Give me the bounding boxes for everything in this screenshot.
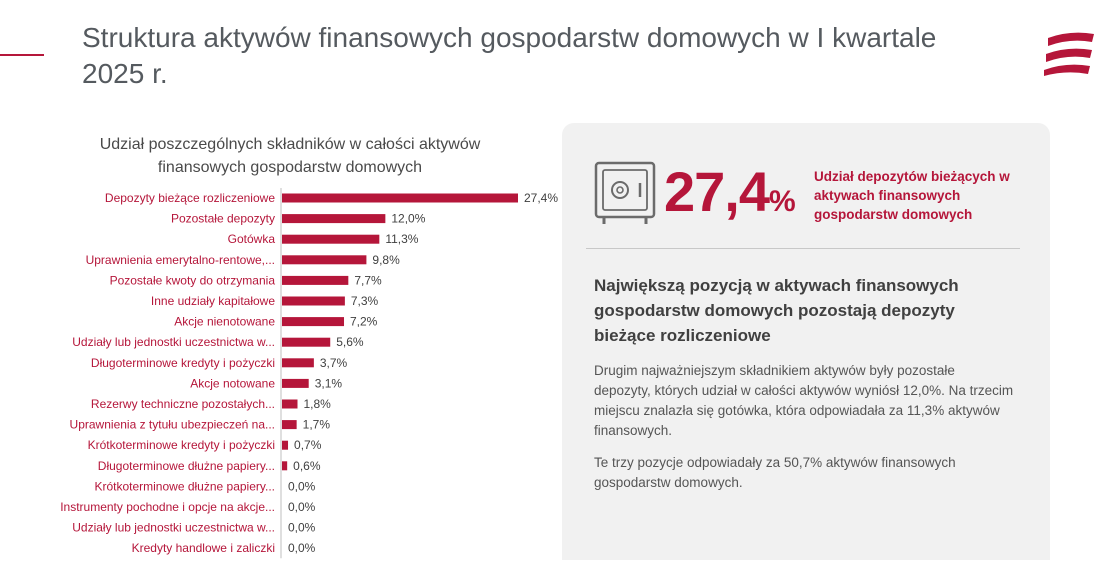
value-label: 0,6% [293,459,321,473]
value-label: 7,2% [350,315,378,329]
bar [282,337,331,347]
category-label: Uprawnienia z tytułu ubezpieczeń na... [70,418,275,432]
summary-paragraph-2: Te trzy pozycje odpowiadały za 50,7% akt… [594,455,956,490]
highlight-value: 27,4% [664,159,796,235]
value-label: 5,6% [336,335,364,349]
category-label: Pozostałe depozyty [171,212,275,226]
value-label: 1,7% [303,418,331,432]
bar [282,399,298,409]
value-label: 0,0% [288,521,316,535]
category-label: Kredyty handlowe i zaliczki [132,541,275,555]
bar [282,358,314,368]
value-label: 0,7% [294,438,322,452]
logo-icon [1044,32,1094,76]
category-label: Uprawnienia emerytalno-rentowe,... [86,253,275,267]
category-label: Krótkoterminowe dłużne papiery... [94,479,275,493]
bar [282,378,309,388]
summary-paragraph-1: Drugim najważniejszym składnikiem aktywó… [594,363,1014,438]
bar [282,317,345,327]
category-label: Udziały lub jednostki uczestnictwa w... [72,521,275,535]
category-label: Depozyty bieżące rozliczeniowe [105,191,275,205]
highlight-unit: % [769,185,796,218]
value-label: 0,0% [288,500,316,514]
bar [282,193,518,203]
panel-divider [586,248,1020,249]
bar-chart: Depozyty bieżące rozliczeniowe 27,4% Pozos… [60,188,558,559]
value-label: 27,4% [524,191,558,205]
category-label: Akcje nienotowane [174,315,275,329]
title-accent-line [0,54,44,56]
category-label: Akcje notowane [190,376,275,390]
bar [282,440,289,450]
chart-title: Udział poszczególnych składników w całoś… [99,136,481,176]
bar [282,420,297,430]
value-label: 7,7% [354,273,382,287]
value-label: 11,3% [385,232,418,246]
value-label: 0,0% [288,541,316,555]
value-label: 3,7% [320,356,348,370]
bar [282,234,380,244]
value-label: 12,0% [391,212,425,226]
value-label: 7,3% [351,294,379,308]
value-label: 0,0% [288,479,316,493]
bar [282,255,367,265]
bar [282,214,386,224]
bar [282,275,349,285]
category-label: Inne udziały kapitałowe [151,294,275,308]
summary-headline: Największą pozycją w aktywach finansowyc… [594,276,959,345]
value-label: 3,1% [315,376,343,390]
category-label: Długoterminowe kredyty i pożyczki [91,356,275,370]
value-label: 9,8% [372,253,400,267]
summary-panel: 27,4% Udział depozytów bieżących w aktyw… [562,123,1050,560]
value-label: 1,8% [304,397,332,411]
category-label: Instrumenty pochodne i opcje na akcje... [60,500,275,514]
bar [282,296,345,306]
category-label: Rezerwy techniczne pozostałych... [91,397,275,411]
category-label: Udziały lub jednostki uczestnictwa w... [72,335,275,349]
page-title: Struktura aktywów finansowych gospodarst… [82,22,937,89]
category-label: Gotówka [228,232,276,246]
bar [282,461,288,471]
highlight-number: 27,4 [664,160,770,223]
category-label: Pozostałe kwoty do otrzymania [110,273,276,287]
highlight-label: Udział depozytów bieżących w aktywach fi… [814,169,1010,222]
safe-icon [594,161,656,224]
category-label: Krótkoterminowe kredyty i pożyczki [88,438,275,452]
category-label: Długoterminowe dłużne papiery... [98,459,275,473]
